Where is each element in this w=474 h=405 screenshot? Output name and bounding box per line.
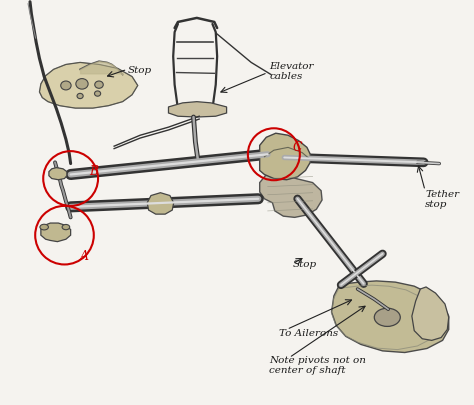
Polygon shape — [147, 193, 173, 215]
Text: B: B — [90, 164, 99, 177]
Polygon shape — [168, 102, 227, 118]
Polygon shape — [260, 134, 310, 180]
Text: Note pivots not on
center of shaft: Note pivots not on center of shaft — [269, 355, 366, 375]
Polygon shape — [39, 63, 138, 109]
Ellipse shape — [61, 82, 71, 91]
Polygon shape — [412, 287, 449, 341]
Ellipse shape — [62, 225, 70, 230]
Text: Stop: Stop — [293, 259, 317, 269]
Text: Stop: Stop — [128, 66, 152, 75]
Text: A: A — [80, 249, 89, 262]
Polygon shape — [260, 173, 322, 218]
Ellipse shape — [374, 309, 400, 326]
Ellipse shape — [76, 79, 88, 90]
Polygon shape — [41, 224, 71, 242]
Text: To Ailerons: To Ailerons — [279, 328, 338, 337]
Text: Tether
stop: Tether stop — [425, 190, 459, 209]
Polygon shape — [331, 281, 449, 353]
Ellipse shape — [94, 92, 100, 97]
Polygon shape — [49, 168, 67, 180]
Ellipse shape — [77, 94, 83, 99]
Ellipse shape — [95, 82, 103, 89]
Ellipse shape — [40, 225, 48, 230]
Text: C: C — [293, 140, 302, 153]
Text: Elevator
cables: Elevator cables — [269, 62, 314, 81]
